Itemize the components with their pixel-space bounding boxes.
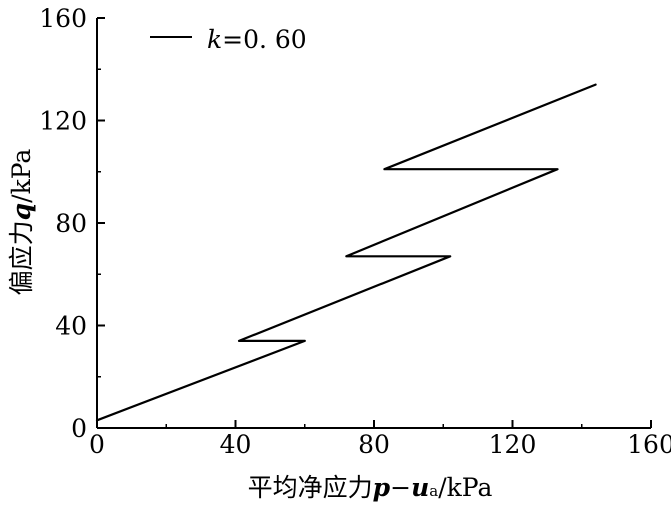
legend-value: =0. 60 (222, 25, 307, 54)
series-line (95, 83, 597, 422)
x-tick-label: 40 (220, 430, 252, 459)
x-tick-label: 0 (89, 430, 105, 459)
y-axis-title-unit: /kPa (7, 149, 36, 203)
axes (96, 18, 651, 429)
series-group (95, 83, 597, 422)
y-axis-title-var: q (7, 203, 36, 220)
x-axis-title-sub: a (429, 482, 438, 500)
x-tick-label: 80 (358, 430, 390, 459)
x-axis-title: 平均净应力p−ua/kPa (248, 473, 493, 502)
x-axis-title-var1: p (373, 473, 391, 502)
y-tick-label: 80 (55, 209, 87, 238)
x-axis-title-unit: /kPa (438, 473, 492, 502)
x-axis-title-var2: u (411, 473, 429, 502)
x-axis-title-prefix: 平均净应力 (248, 473, 373, 502)
x-tick-label: 160 (627, 430, 671, 459)
y-axis-title-prefix: 偏应力 (7, 220, 36, 295)
legend-label: k=0. 60 (207, 25, 307, 54)
x-tick-label: 120 (489, 430, 537, 459)
y-tick-label: 120 (39, 107, 87, 136)
y-tick-label: 0 (71, 414, 87, 443)
y-axis-title: 偏应力q/kPa (7, 149, 36, 296)
legend: k=0. 60 (150, 25, 307, 54)
x-axis-title-sep: − (390, 473, 411, 502)
legend-var: k (207, 25, 222, 54)
y-tick-label: 40 (55, 312, 87, 341)
y-tick-label: 160 (39, 4, 87, 33)
tick-labels: 0 40 80 120 160 0 40 80 120 160 (39, 4, 671, 459)
ticks (96, 17, 652, 429)
